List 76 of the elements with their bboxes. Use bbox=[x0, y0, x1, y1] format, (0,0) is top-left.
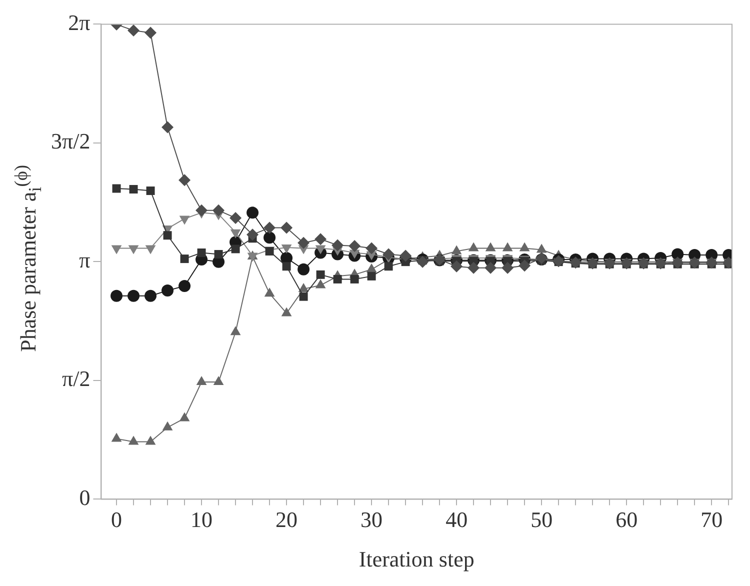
point bbox=[315, 279, 326, 288]
x-tick-label: 0 bbox=[111, 507, 122, 532]
point bbox=[264, 288, 275, 297]
point bbox=[129, 185, 138, 194]
point bbox=[144, 290, 157, 302]
point bbox=[366, 242, 378, 254]
x-tick-label: 50 bbox=[530, 507, 553, 532]
point bbox=[367, 272, 376, 280]
point bbox=[128, 245, 139, 254]
x-tick-label: 10 bbox=[190, 507, 213, 532]
point bbox=[332, 239, 344, 252]
point bbox=[110, 290, 123, 302]
point bbox=[230, 212, 242, 224]
point bbox=[282, 262, 291, 271]
point bbox=[314, 233, 327, 246]
point bbox=[382, 248, 395, 260]
point bbox=[111, 432, 122, 442]
point bbox=[145, 436, 156, 445]
y-tick-label: 0 bbox=[79, 484, 90, 510]
point bbox=[179, 412, 190, 422]
point bbox=[111, 245, 122, 254]
point bbox=[163, 231, 172, 240]
point bbox=[450, 260, 463, 272]
point bbox=[264, 232, 276, 244]
point bbox=[316, 270, 325, 279]
point bbox=[349, 250, 360, 259]
point bbox=[246, 228, 259, 241]
point bbox=[180, 254, 189, 264]
x-tick-label: 60 bbox=[616, 507, 638, 532]
point bbox=[162, 121, 174, 134]
x-tick-label: 20 bbox=[276, 507, 298, 532]
point bbox=[112, 184, 121, 193]
point bbox=[213, 376, 224, 386]
point bbox=[246, 206, 259, 219]
y-tick-label: 2π bbox=[68, 10, 90, 35]
point bbox=[484, 262, 497, 274]
x-tick-label: 70 bbox=[700, 507, 723, 532]
point bbox=[298, 236, 310, 249]
point bbox=[350, 274, 359, 284]
point bbox=[231, 244, 240, 254]
point bbox=[299, 292, 308, 301]
y-tick-label: π/2 bbox=[62, 366, 90, 392]
point bbox=[146, 186, 155, 195]
point bbox=[178, 174, 191, 186]
point bbox=[196, 204, 208, 216]
point bbox=[315, 245, 326, 254]
point bbox=[502, 262, 514, 274]
point bbox=[518, 260, 531, 272]
point bbox=[281, 244, 292, 254]
point bbox=[162, 421, 173, 430]
point bbox=[178, 280, 191, 292]
point bbox=[348, 240, 361, 252]
point bbox=[230, 326, 241, 336]
point bbox=[281, 307, 292, 316]
point bbox=[298, 263, 310, 276]
point bbox=[400, 250, 412, 262]
point bbox=[128, 290, 140, 302]
point bbox=[333, 274, 342, 284]
x-tick-label: 30 bbox=[360, 507, 383, 532]
point bbox=[280, 222, 293, 234]
point bbox=[145, 245, 156, 254]
point bbox=[179, 216, 190, 225]
y-tick-label: 3π/2 bbox=[50, 128, 90, 154]
point bbox=[212, 204, 225, 216]
x-tick-label: 40 bbox=[446, 507, 468, 532]
point bbox=[214, 250, 223, 259]
x-axis-title: Iteration step bbox=[358, 546, 474, 572]
point bbox=[230, 229, 241, 238]
point bbox=[468, 262, 480, 274]
point bbox=[197, 248, 206, 257]
point bbox=[162, 284, 174, 297]
point bbox=[128, 436, 139, 445]
point bbox=[196, 376, 207, 386]
y-tick-label: π bbox=[79, 247, 90, 272]
point bbox=[264, 222, 276, 234]
point bbox=[384, 262, 393, 271]
